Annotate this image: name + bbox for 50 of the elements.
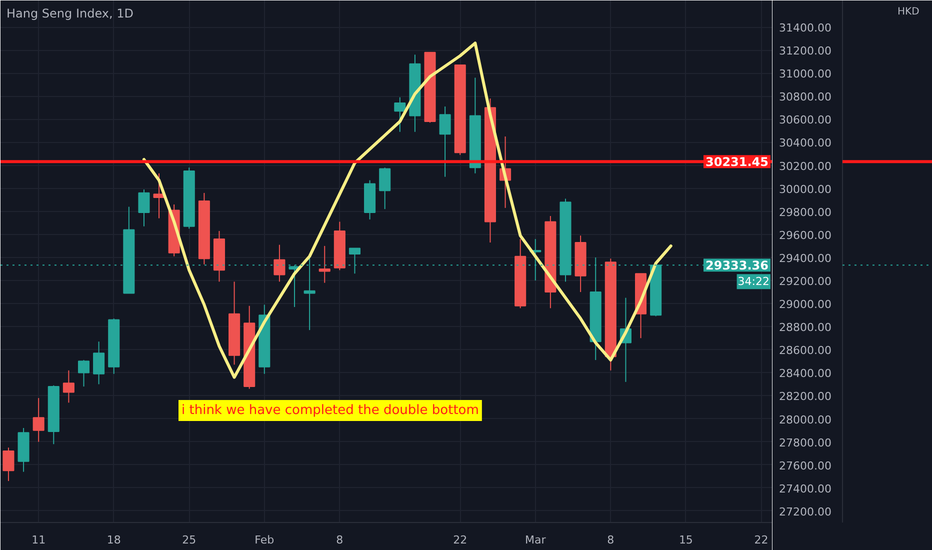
x-tick-label: 8 [607, 534, 614, 546]
annotation: 34:22 [738, 275, 770, 288]
x-tick-label: 18 [106, 534, 121, 546]
y-tick-label: 29800.00 [779, 206, 832, 219]
candlestick [394, 96, 406, 132]
candlestick [62, 370, 74, 404]
y-tick-label: 29000.00 [779, 298, 832, 312]
y-tick-label: 28600.00 [779, 344, 832, 358]
candlestick [78, 360, 90, 388]
text: HKD [898, 6, 920, 18]
y-tick-label: 28200.00 [779, 390, 832, 404]
x-tick-label: 15 [678, 534, 693, 546]
candlestick [274, 244, 286, 282]
line-series [142, 42, 672, 379]
y-tick-label: 30400.00 [779, 136, 832, 150]
y-tick-label: 28000.00 [779, 413, 832, 426]
y-tick-label: 29400.00 [779, 252, 832, 265]
x-tick-label: 8 [336, 534, 344, 546]
y-tick-label: 30600.00 [779, 114, 832, 127]
ref-line-label: 30231.45 [705, 155, 769, 170]
x-tick-label: Mar [525, 534, 546, 546]
x-tick-label: Feb [254, 534, 274, 546]
x-tick-label: 22 [453, 534, 468, 546]
candlestick [318, 245, 330, 284]
y-tick-label: 27600.00 [779, 459, 832, 472]
y-tick-label: 31000.00 [779, 68, 832, 81]
candlestick [93, 341, 105, 385]
y-tick-label: 29200.00 [779, 275, 832, 288]
y-tick-label: 31200.00 [779, 44, 832, 58]
candlestick [439, 106, 451, 178]
text: Hang Seng Index, 1D [6, 6, 134, 20]
y-tick-label: 30200.00 [779, 160, 832, 173]
ref-line-label: 29333.36 [705, 258, 769, 273]
y-tick-label: 28800.00 [779, 321, 832, 334]
y-tick-label: 27400.00 [779, 482, 832, 496]
x-tick-label: 22 [754, 534, 768, 546]
candlestick [32, 398, 44, 442]
annotation: i think we have completed the double bottom [182, 403, 479, 418]
y-tick-label: 27200.00 [779, 505, 832, 518]
y-tick-label: 30000.00 [779, 182, 832, 196]
x-tick-label: 11 [32, 534, 46, 546]
x-tick-label: 25 [182, 534, 196, 546]
candlestick [379, 167, 391, 210]
y-tick-label: 27800.00 [779, 436, 832, 450]
y-tick-label: 28400.00 [779, 367, 832, 380]
y-tick-label: 29600.00 [779, 228, 832, 242]
candlestick [138, 188, 150, 227]
y-tick-label: 30800.00 [779, 90, 832, 104]
candlestick [2, 447, 14, 482]
y-tick-label: 31400.00 [779, 22, 832, 35]
